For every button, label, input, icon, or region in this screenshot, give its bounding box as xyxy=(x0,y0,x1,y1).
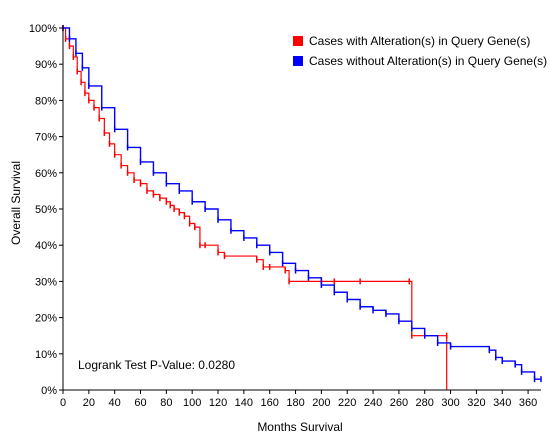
y-tick-label: 30% xyxy=(35,276,57,288)
x-tick-label: 20 xyxy=(83,397,95,409)
x-tick-label: 240 xyxy=(364,397,382,409)
x-tick-label: 160 xyxy=(261,397,279,409)
y-tick-label: 0% xyxy=(41,385,57,397)
x-tick-label: 120 xyxy=(209,397,227,409)
y-tick-label: 50% xyxy=(35,204,57,216)
y-tick-label: 70% xyxy=(35,132,57,144)
y-tick-label: 100% xyxy=(29,23,57,35)
y-tick-label: 20% xyxy=(35,313,57,325)
x-tick-label: 360 xyxy=(519,397,537,409)
x-tick-label: 80 xyxy=(160,397,172,409)
x-tick-label: 280 xyxy=(416,397,434,409)
logrank-annotation: Logrank Test P-Value: 0.0280 xyxy=(78,358,235,372)
y-tick-label: 10% xyxy=(35,349,57,361)
series-layer xyxy=(62,25,542,390)
x-tick-label: 0 xyxy=(60,397,66,409)
x-tick-label: 180 xyxy=(286,397,304,409)
legend-label-altered: Cases with Alteration(s) in Query Gene(s… xyxy=(309,34,530,48)
x-tick-label: 60 xyxy=(134,397,146,409)
y-tick-label: 90% xyxy=(35,59,57,71)
legend-label-unaltered: Cases without Alteration(s) in Query Gen… xyxy=(309,54,547,68)
legend: Cases with Alteration(s) in Query Gene(s… xyxy=(293,34,547,68)
axes xyxy=(62,25,541,391)
x-axis-label: Months Survival xyxy=(257,420,342,434)
altered-survival-line xyxy=(63,27,448,390)
x-tick-label: 220 xyxy=(338,397,356,409)
legend-swatch-altered xyxy=(293,36,303,46)
y-tick-label: 80% xyxy=(35,95,57,107)
series-unaltered xyxy=(62,25,542,383)
y-axis-label: Overall Survival xyxy=(9,161,23,245)
x-tick-label: 340 xyxy=(493,397,511,409)
x-tick-label: 140 xyxy=(235,397,253,409)
x-tick-label: 300 xyxy=(441,397,459,409)
legend-swatch-unaltered xyxy=(293,56,303,66)
x-tick-label: 100 xyxy=(183,397,201,409)
x-tick-label: 200 xyxy=(312,397,330,409)
x-tick-label: 40 xyxy=(109,397,121,409)
series-altered xyxy=(62,25,448,390)
x-tick-label: 320 xyxy=(467,397,485,409)
unaltered-survival-line xyxy=(63,27,541,380)
tick-labels: 0% 10% 20% 30% 40% 50% 60% 70% 80% 90% 100% 0 20 40 60… xyxy=(29,23,537,409)
x-tick-label: 260 xyxy=(390,397,408,409)
y-tick-label: 60% xyxy=(35,168,57,180)
y-tick-label: 40% xyxy=(35,240,57,252)
